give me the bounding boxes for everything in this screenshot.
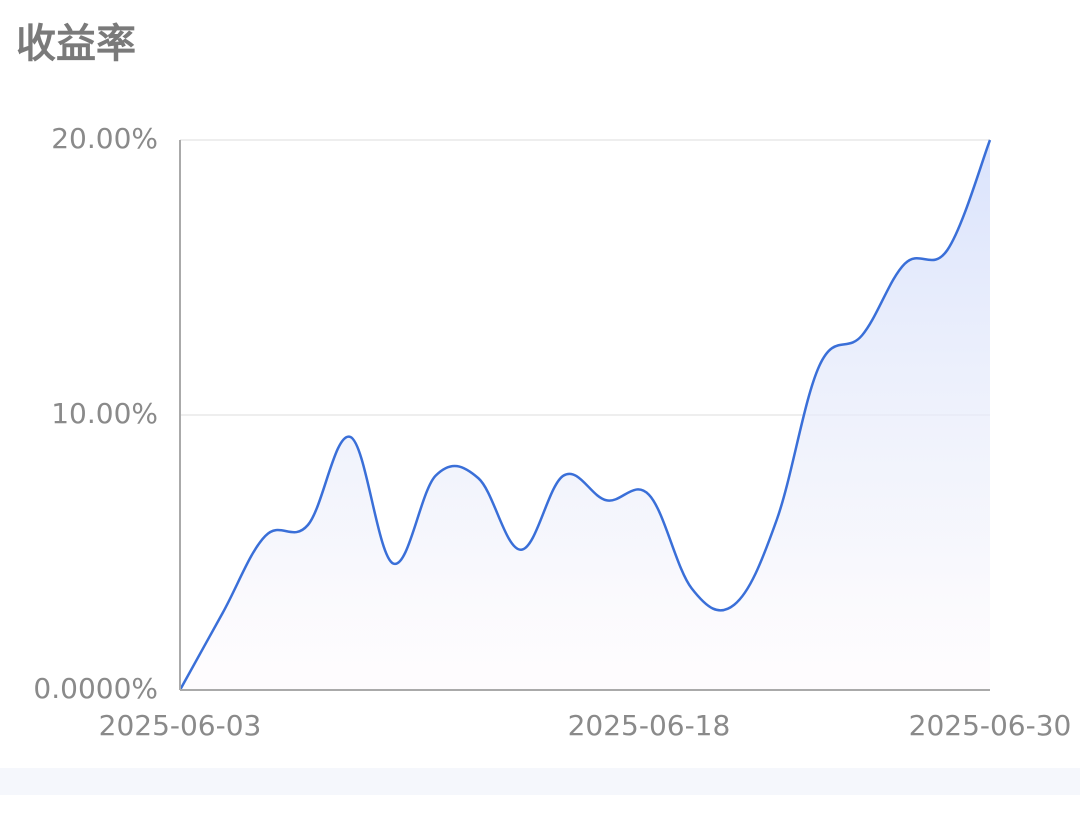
area xyxy=(180,140,990,690)
line xyxy=(178,139,992,691)
x-tick-label: 2025-06-18 xyxy=(568,709,731,742)
footer-bar xyxy=(0,768,1080,795)
x-tick-label: 2025-06-03 xyxy=(99,709,262,742)
y-tick-label: 0.0000% xyxy=(33,672,158,705)
chart-title: 收益率 xyxy=(16,21,136,67)
y-tick-label: 10.00% xyxy=(51,397,158,430)
y-tick-label: 20.00% xyxy=(51,122,158,155)
x-tick-label: 2025-06-30 xyxy=(909,709,1072,742)
